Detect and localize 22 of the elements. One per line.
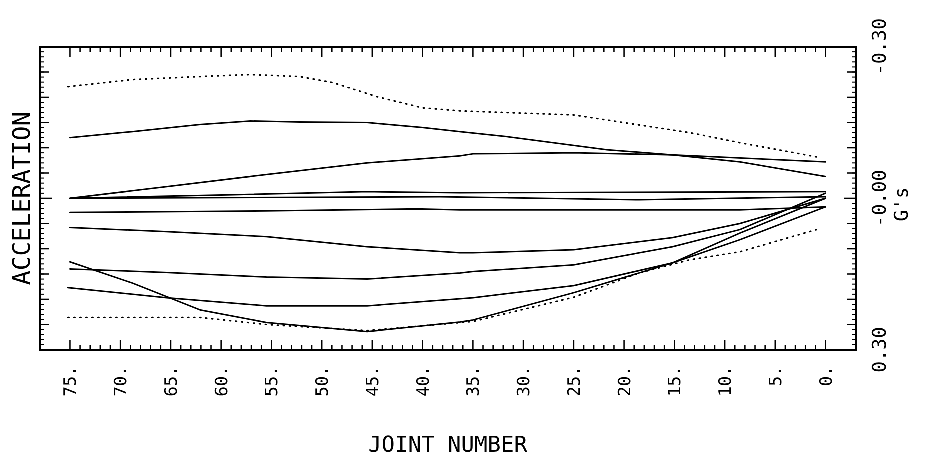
x-tick-label: 25. [564,366,585,397]
x-tick-label: 75. [61,366,82,397]
y-tick-label: -0.30 [869,18,891,76]
x-tick-label: 65. [162,366,182,397]
y-tick-label: 0.30 [869,327,891,373]
x-tick-label: 40. [414,366,434,397]
x-tick-label: 70. [112,366,132,397]
x-tick-label: 20. [615,366,636,397]
x-tick-label: 55. [262,366,283,397]
x-tick-label: 60. [212,366,232,397]
y2-axis-title: G's [891,187,913,222]
x-tick-label: 5. [766,366,786,386]
x-tick-label: 10. [716,366,736,397]
x-tick-label: 45. [363,366,384,397]
x-tick-label: 50. [313,366,334,397]
x-tick-label: 35. [464,366,484,397]
x-tick-label: 15. [666,366,686,397]
y-axis-title: ACCELERATION [8,112,36,286]
x-axis-title: JOINT NUMBER [368,433,528,458]
x-tick-label: 0. [816,366,837,386]
x-tick-label: 30. [514,366,535,397]
y-tick-label: -0.00 [869,170,891,228]
